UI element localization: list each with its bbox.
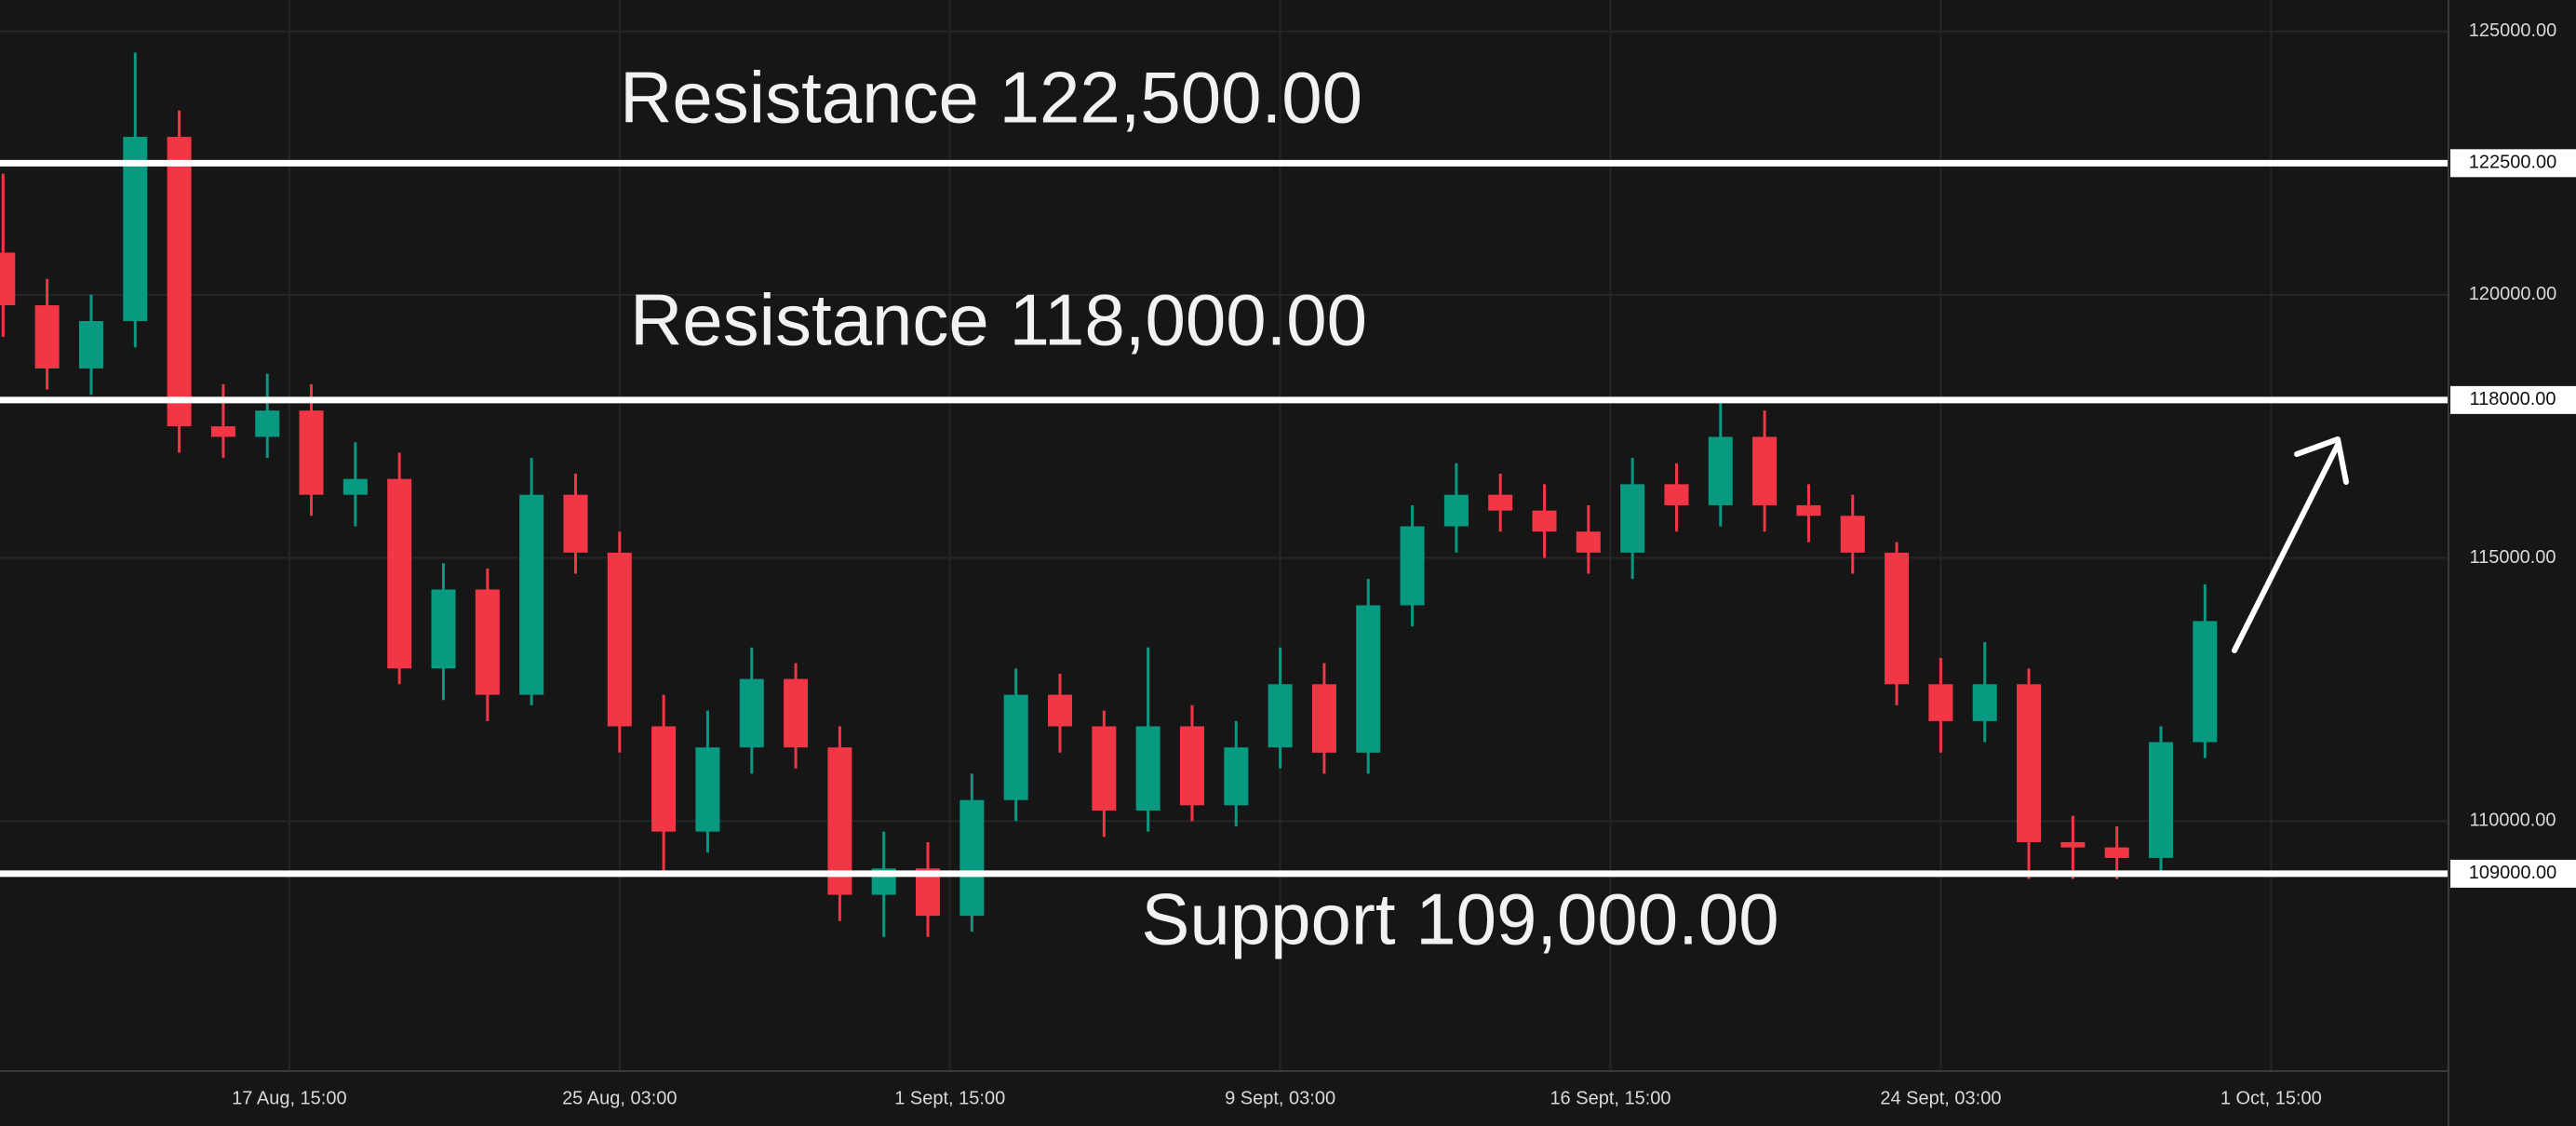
x-tick-label: 16 Sept, 15:00	[1550, 1088, 1670, 1108]
candle-body	[959, 799, 985, 917]
candle-body	[2017, 684, 2042, 842]
candle-body	[1885, 552, 1910, 685]
y-tick-label: 115000.00	[2469, 547, 2556, 568]
candle-body	[299, 410, 324, 495]
candle-body	[1796, 504, 1821, 516]
candle-body	[1532, 510, 1557, 532]
candle-body	[607, 552, 632, 727]
candle-body	[1928, 684, 1953, 721]
candle-body	[78, 321, 103, 369]
candle-body	[739, 678, 764, 748]
candle-body	[1311, 684, 1336, 753]
candle-body	[2060, 841, 2086, 848]
candle-body	[342, 478, 368, 495]
x-tick-label: 1 Oct, 15:00	[2220, 1088, 2322, 1108]
candle-body	[784, 678, 809, 748]
x-tick-label: 25 Aug, 03:00	[562, 1088, 677, 1108]
candle-body	[1443, 494, 1469, 527]
x-tick-label: 24 Sept, 03:00	[1880, 1088, 2001, 1108]
candle-body	[475, 589, 500, 695]
candle-body	[1268, 684, 1293, 748]
candle-body	[2148, 742, 2174, 858]
candle-body	[1003, 694, 1028, 800]
level-annotation: Resistance 122,500.00	[620, 57, 1362, 139]
level-price-label: 122500.00	[2469, 153, 2557, 173]
candle-body	[1664, 484, 1689, 505]
candle-body	[0, 252, 16, 306]
candle-body	[2104, 847, 2129, 858]
arrow-head	[2294, 436, 2349, 485]
x-tick-label: 9 Sept, 03:00	[1225, 1088, 1335, 1108]
arrow-shaft	[2232, 442, 2341, 653]
candle-body	[255, 410, 280, 437]
candle-body	[1752, 436, 1778, 505]
candle-body	[695, 747, 720, 832]
candle-body	[1972, 684, 1997, 721]
candle-body	[2193, 621, 2218, 743]
candle-body	[519, 494, 544, 695]
level-price-label: 118000.00	[2469, 389, 2556, 409]
candle-body	[1708, 436, 1733, 505]
candle-body	[1576, 531, 1601, 553]
candle-body	[1135, 726, 1161, 811]
candle-body	[1400, 526, 1425, 606]
candle-body	[167, 137, 192, 427]
y-tick-label: 120000.00	[2469, 284, 2557, 304]
level-price-box	[2450, 385, 2576, 414]
x-tick-label: 17 Aug, 15:00	[232, 1088, 346, 1108]
candle-body	[1092, 726, 1117, 811]
y-tick-label: 110000.00	[2469, 811, 2556, 831]
candle-body	[34, 305, 60, 369]
arrow	[2232, 436, 2349, 653]
candle-body	[1840, 516, 1865, 553]
candle-body	[1179, 726, 1204, 806]
candle-body	[1488, 494, 1513, 511]
candle-body	[431, 589, 456, 669]
level-price-label: 109000.00	[2469, 863, 2557, 883]
candles	[0, 52, 2218, 937]
levels: Resistance 122,500.00 Resistance 118,000.…	[0, 57, 2449, 960]
level-annotation: Support 109,000.00	[1141, 878, 1778, 960]
candle-body	[1356, 605, 1381, 753]
candle-body	[1620, 484, 1645, 553]
level-price-box	[2450, 149, 2576, 178]
candle-body	[1047, 694, 1073, 727]
candle-body	[827, 747, 852, 895]
level-price-box	[2450, 859, 2576, 888]
candle-body	[651, 726, 677, 832]
y-tick-label: 125000.00	[2469, 20, 2557, 41]
candle-body	[387, 478, 412, 669]
candle-body	[1224, 747, 1249, 806]
candle-body	[123, 137, 148, 322]
candle-body	[210, 426, 235, 437]
level-annotation: Resistance 118,000.00	[630, 279, 1367, 361]
candle-body	[563, 494, 588, 553]
x-tick-label: 1 Sept, 15:00	[894, 1088, 1005, 1108]
axes: 125000.00 120000.00 115000.00 110000.00 17 A…	[232, 20, 2576, 1108]
